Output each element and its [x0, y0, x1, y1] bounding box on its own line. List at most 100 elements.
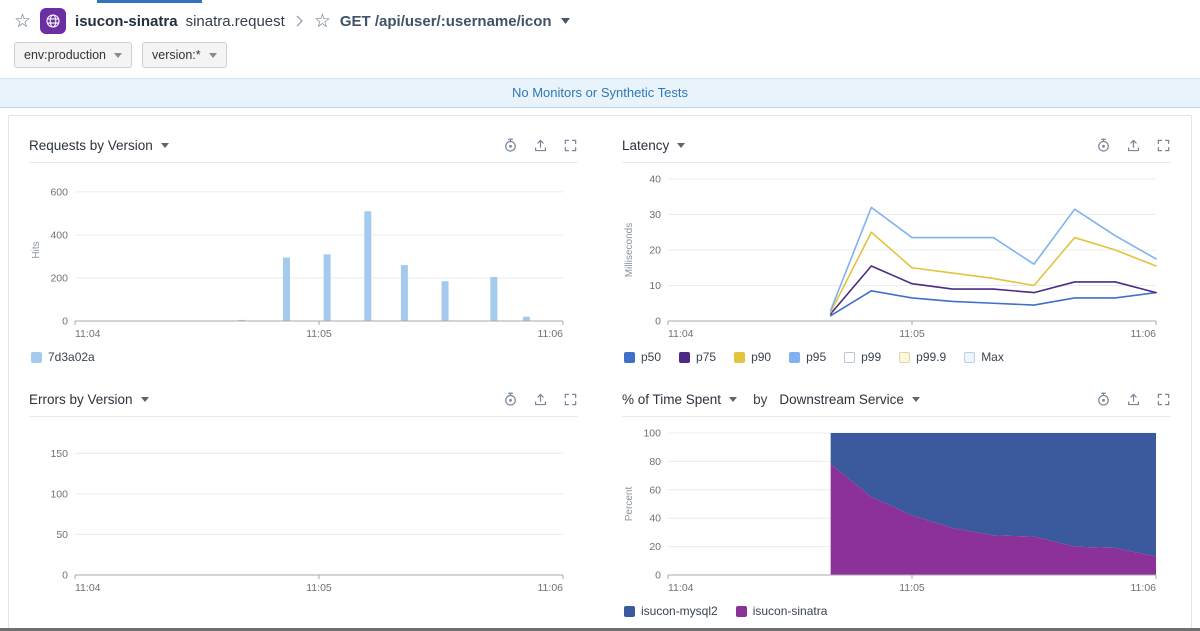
create-monitor-icon[interactable]: [1096, 138, 1111, 153]
export-icon[interactable]: [1126, 138, 1141, 153]
chevron-down-icon[interactable]: [160, 143, 169, 148]
monitors-banner-text: No Monitors or Synthetic Tests: [511, 85, 689, 100]
operation-name[interactable]: sinatra.request: [185, 12, 285, 30]
chart-panel-latency: Latency 0 10 20 30 40 11:04 11:05 11:06 Millisec…: [622, 130, 1171, 366]
chart-panel-requests: Requests by Version 0 200 400 600 11:04 11:05…: [29, 130, 578, 366]
group-by-selector[interactable]: Downstream Service: [779, 392, 904, 407]
legend-swatch: [624, 351, 635, 363]
legend-label: Max: [981, 350, 1004, 364]
globe-icon: [46, 14, 60, 28]
area-isucon-mysql2[interactable]: [830, 433, 1156, 557]
y-axis-tick-label: 400: [50, 229, 68, 241]
x-axis-tick-label: 11:05: [306, 582, 332, 594]
chevron-down-icon[interactable]: [911, 397, 920, 402]
y-axis-tick-label: 0: [62, 316, 68, 328]
window-bottom-edge: [0, 628, 1200, 631]
version-filter-label: version:*: [152, 48, 201, 62]
legend-label: 7d3a02a: [48, 350, 95, 364]
chart-title-requests[interactable]: Requests by Version: [29, 138, 153, 153]
latency-legend: p50 p75 p90 p95 p99 p99.9 Max: [622, 348, 1171, 366]
bar[interactable]: [441, 281, 449, 321]
env-filter-dropdown[interactable]: env:production: [14, 42, 133, 68]
topbar: ☆ isucon-sinatra sinatra.request ☆ GET /…: [0, 0, 1200, 40]
time-spent-chart[interactable]: 0 20 40 60 80 100 11:04 11:05 11:06 Percent: [622, 425, 1162, 597]
bar[interactable]: [238, 319, 246, 321]
y-axis-label: Milliseconds: [624, 223, 635, 277]
resource-name[interactable]: GET /api/user/:username/icon: [339, 12, 552, 30]
panel-header: Errors by Version: [29, 384, 578, 417]
chevron-down-icon[interactable]: [729, 397, 738, 402]
legend-label: p95: [806, 350, 827, 364]
export-icon[interactable]: [533, 138, 548, 153]
bar[interactable]: [282, 257, 290, 321]
series-line-p90[interactable]: [829, 231, 1157, 313]
legend-label: p99.9: [916, 350, 947, 364]
legend-item[interactable]: 7d3a02a: [31, 350, 95, 364]
chevron-down-icon[interactable]: [140, 397, 149, 402]
area-isucon-sinatra[interactable]: [830, 464, 1156, 575]
export-icon[interactable]: [1126, 392, 1141, 407]
fullscreen-icon[interactable]: [563, 138, 578, 153]
latency-chart[interactable]: 0 10 20 30 40 11:04 11:05 11:06 Milliseconds: [622, 171, 1162, 343]
y-axis-tick-label: 60: [649, 484, 661, 496]
chevron-down-icon[interactable]: [677, 143, 686, 148]
errors-chart[interactable]: 0 50 100 150 11:04 11:05 11:06: [29, 425, 569, 597]
series-line-p50[interactable]: [829, 290, 1157, 317]
panel-icons: [503, 392, 578, 407]
fullscreen-icon[interactable]: [1156, 392, 1171, 407]
monitors-banner[interactable]: No Monitors or Synthetic Tests: [0, 78, 1200, 108]
legend-item[interactable]: Max: [964, 350, 1004, 364]
chart-title-time-spent[interactable]: % of Time Spent: [622, 392, 722, 407]
env-filter-label: env:production: [24, 48, 107, 62]
x-axis-tick-label: 11:05: [899, 582, 925, 594]
legend-item[interactable]: p99.9: [899, 350, 946, 364]
legend-item[interactable]: p90: [734, 350, 771, 364]
service-name[interactable]: isucon-sinatra: [75, 12, 178, 30]
create-monitor-icon[interactable]: [1096, 392, 1111, 407]
panel-icons: [1096, 138, 1171, 153]
legend-item[interactable]: isucon-mysql2: [624, 604, 718, 618]
chart-title-latency[interactable]: Latency: [622, 138, 670, 153]
y-axis-tick-label: 600: [50, 186, 68, 198]
resource-dropdown-caret-icon[interactable]: [560, 18, 570, 24]
bar[interactable]: [400, 265, 408, 321]
service-badge[interactable]: [40, 8, 67, 34]
legend-item[interactable]: p75: [679, 350, 716, 364]
charts-grid: Requests by Version 0 200 400 600 11:04 11:05…: [9, 116, 1191, 620]
panel-header: Latency: [622, 130, 1171, 163]
requests-chart[interactable]: 0 200 400 600 11:04 11:05 11:06 Hits: [29, 171, 569, 343]
chart-title-errors[interactable]: Errors by Version: [29, 392, 133, 407]
create-monitor-icon[interactable]: [503, 138, 518, 153]
y-axis-tick-label: 10: [649, 280, 661, 292]
chevron-down-icon: [208, 52, 217, 58]
y-axis-tick-label: 80: [649, 456, 661, 468]
bar[interactable]: [522, 316, 530, 321]
x-axis-tick-label: 11:06: [538, 328, 564, 340]
version-filter-dropdown[interactable]: version:*: [142, 42, 227, 68]
series-line-p75[interactable]: [829, 265, 1157, 315]
export-icon[interactable]: [533, 392, 548, 407]
bar[interactable]: [323, 254, 331, 321]
fullscreen-icon[interactable]: [1156, 138, 1171, 153]
legend-item[interactable]: p95: [789, 350, 826, 364]
bar[interactable]: [364, 211, 372, 321]
y-axis-tick-label: 150: [50, 448, 68, 460]
y-axis-tick-label: 30: [649, 209, 661, 221]
series-line-p95[interactable]: [829, 206, 1157, 312]
legend-item[interactable]: isucon-sinatra: [735, 604, 827, 618]
y-axis-tick-label: 0: [655, 316, 661, 328]
x-axis-tick-label: 11:04: [668, 328, 694, 340]
requests-legend: 7d3a02a: [29, 348, 578, 366]
y-axis-tick-label: 0: [655, 570, 661, 582]
fullscreen-icon[interactable]: [563, 392, 578, 407]
favorite-resource-star-icon[interactable]: ☆: [313, 10, 331, 32]
legend-swatch: [735, 605, 747, 617]
create-monitor-icon[interactable]: [503, 392, 518, 407]
legend-label: isucon-mysql2: [641, 604, 718, 618]
bar[interactable]: [490, 276, 498, 321]
y-axis-tick-label: 0: [62, 570, 68, 582]
legend-item[interactable]: p99: [844, 350, 881, 364]
legend-item[interactable]: p50: [624, 350, 661, 364]
favorite-service-star-icon[interactable]: ☆: [14, 10, 32, 32]
